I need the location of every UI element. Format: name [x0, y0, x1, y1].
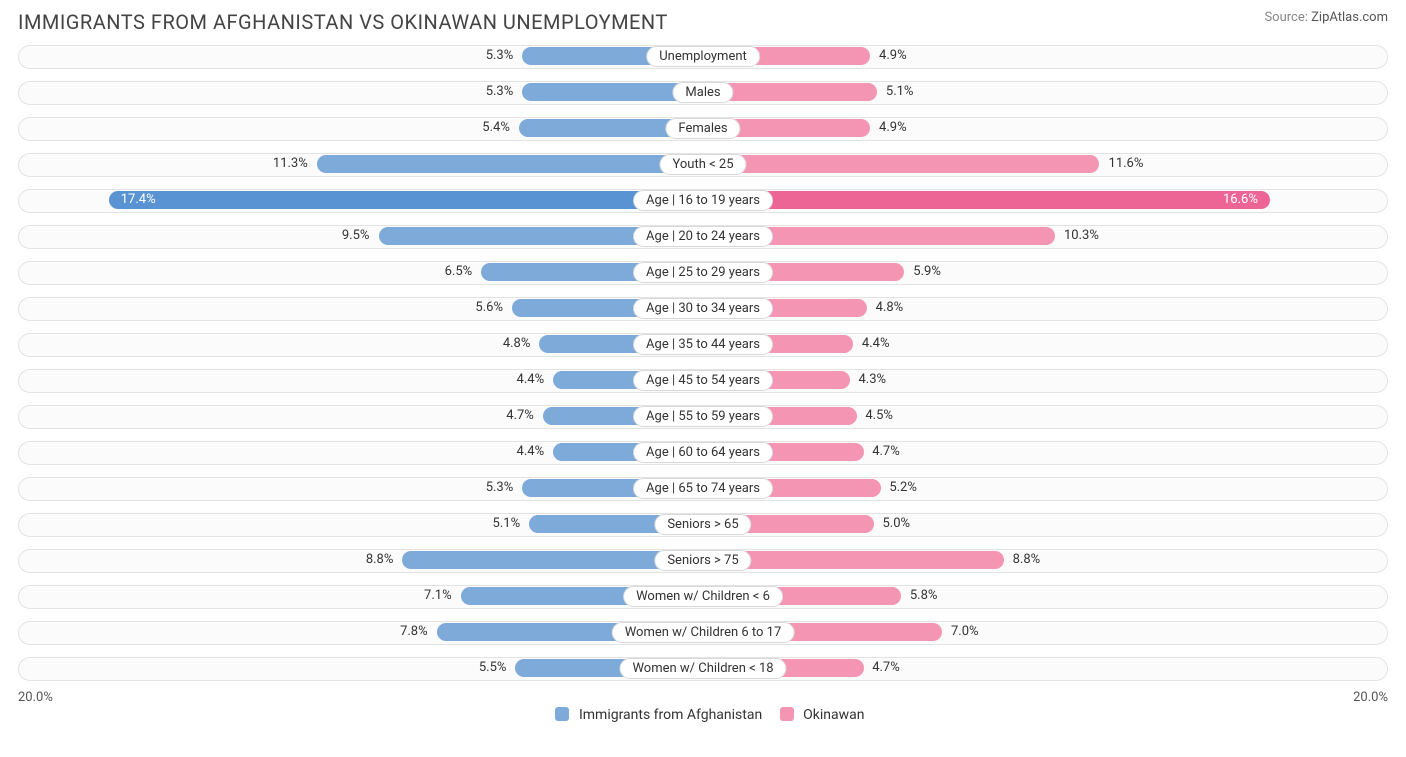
row-value-right: 5.8% [910, 587, 938, 605]
row-value-right: 16.6% [1223, 191, 1258, 209]
row-value-right: 5.1% [886, 83, 914, 101]
chart-row: Youth < 25 11.3% 11.6% [18, 148, 1388, 180]
row-category-label: Women w/ Children < 6 [623, 586, 783, 607]
legend-label-right: Okinawan [803, 707, 864, 723]
axis-left-max: 20.0% [18, 690, 53, 705]
chart-row: Age | 45 to 54 years 4.4% 4.3% [18, 364, 1388, 396]
legend-swatch-right [780, 707, 794, 721]
chart-row: Age | 25 to 29 years 6.5% 5.9% [18, 256, 1388, 288]
row-value-left: 17.4% [121, 191, 156, 209]
legend-label-left: Immigrants from Afghanistan [579, 707, 762, 723]
chart-row: Age | 20 to 24 years 9.5% 10.3% [18, 220, 1388, 252]
row-value-right: 8.8% [1013, 551, 1041, 569]
source-label: Source: [1264, 10, 1307, 25]
row-category-label: Females [665, 118, 740, 139]
row-value-left: 11.3% [273, 155, 308, 173]
row-category-label: Age | 45 to 54 years [633, 370, 773, 391]
row-category-label: Age | 16 to 19 years [633, 190, 773, 211]
row-category-label: Women w/ Children 6 to 17 [612, 622, 795, 643]
row-value-right: 5.9% [913, 263, 941, 281]
row-value-left: 7.8% [400, 623, 428, 641]
row-category-label: Males [672, 82, 733, 103]
row-value-left: 5.3% [486, 83, 514, 101]
row-category-label: Women w/ Children < 18 [619, 658, 786, 679]
row-value-right: 4.8% [876, 299, 904, 317]
row-value-left: 4.4% [517, 371, 545, 389]
chart-row: Women w/ Children 6 to 17 7.8% 7.0% [18, 616, 1388, 648]
row-category-label: Age | 30 to 34 years [633, 298, 773, 319]
row-value-right: 4.3% [858, 371, 886, 389]
legend: Immigrants from Afghanistan Okinawan [0, 705, 1406, 723]
row-value-right: 11.6% [1109, 155, 1144, 173]
row-value-left: 5.1% [493, 515, 521, 533]
row-value-left: 8.8% [366, 551, 394, 569]
chart-row: Seniors > 65 5.1% 5.0% [18, 508, 1388, 540]
chart-row: Women w/ Children < 6 7.1% 5.8% [18, 580, 1388, 612]
chart-row: Age | 35 to 44 years 4.8% 4.4% [18, 328, 1388, 360]
row-value-right: 4.5% [865, 407, 893, 425]
chart-row: Age | 55 to 59 years 4.7% 4.5% [18, 400, 1388, 432]
chart-row: Males 5.3% 5.1% [18, 76, 1388, 108]
chart-row: Age | 60 to 64 years 4.4% 4.7% [18, 436, 1388, 468]
row-value-right: 4.9% [879, 119, 907, 137]
chart-row: Seniors > 75 8.8% 8.8% [18, 544, 1388, 576]
row-value-right: 10.3% [1064, 227, 1099, 245]
row-category-label: Age | 25 to 29 years [633, 262, 773, 283]
chart-row: Females 5.4% 4.9% [18, 112, 1388, 144]
row-value-left: 5.4% [482, 119, 510, 137]
row-category-label: Seniors > 75 [654, 550, 751, 571]
bar-right [703, 155, 1099, 173]
chart-row: Age | 65 to 74 years 5.3% 5.2% [18, 472, 1388, 504]
chart-row: Age | 30 to 34 years 5.6% 4.8% [18, 292, 1388, 324]
row-value-right: 4.9% [879, 47, 907, 65]
chart-row: Unemployment 5.3% 4.9% [18, 40, 1388, 72]
row-value-right: 4.4% [862, 335, 890, 353]
row-category-label: Age | 65 to 74 years [633, 478, 773, 499]
row-category-label: Age | 60 to 64 years [633, 442, 773, 463]
row-value-left: 9.5% [342, 227, 370, 245]
source-name: ZipAtlas.com [1311, 10, 1388, 25]
x-axis: 20.0% 20.0% [0, 688, 1406, 705]
row-value-left: 5.5% [479, 659, 507, 677]
chart-row: Age | 16 to 19 years 17.4% 16.6% [18, 184, 1388, 216]
row-value-right: 4.7% [872, 443, 900, 461]
row-value-left: 4.7% [506, 407, 534, 425]
row-value-left: 7.1% [424, 587, 452, 605]
axis-right-max: 20.0% [1353, 690, 1388, 705]
row-value-right: 7.0% [951, 623, 979, 641]
row-value-right: 5.2% [889, 479, 917, 497]
row-value-right: 5.0% [882, 515, 910, 533]
chart-row: Women w/ Children < 18 5.5% 4.7% [18, 652, 1388, 684]
row-category-label: Seniors > 65 [654, 514, 751, 535]
row-value-left: 5.6% [475, 299, 503, 317]
row-value-left: 5.3% [486, 479, 514, 497]
row-value-left: 4.8% [503, 335, 531, 353]
row-category-label: Unemployment [646, 46, 760, 67]
row-value-left: 6.5% [445, 263, 473, 281]
bar-right [703, 191, 1270, 209]
page-title: IMMIGRANTS FROM AFGHANISTAN VS OKINAWAN … [18, 10, 668, 34]
row-category-label: Age | 55 to 59 years [633, 406, 773, 427]
legend-swatch-left [555, 707, 569, 721]
diverging-bar-chart: Unemployment 5.3% 4.9% Males 5.3% 5.1% Females… [0, 38, 1406, 684]
row-value-right: 4.7% [872, 659, 900, 677]
bar-left [317, 155, 703, 173]
bar-left [109, 191, 703, 209]
row-value-left: 4.4% [517, 443, 545, 461]
row-category-label: Age | 20 to 24 years [633, 226, 773, 247]
row-value-left: 5.3% [486, 47, 514, 65]
row-category-label: Age | 35 to 44 years [633, 334, 773, 355]
source-attribution: Source: ZipAtlas.com [1264, 10, 1388, 25]
row-category-label: Youth < 25 [659, 154, 746, 175]
